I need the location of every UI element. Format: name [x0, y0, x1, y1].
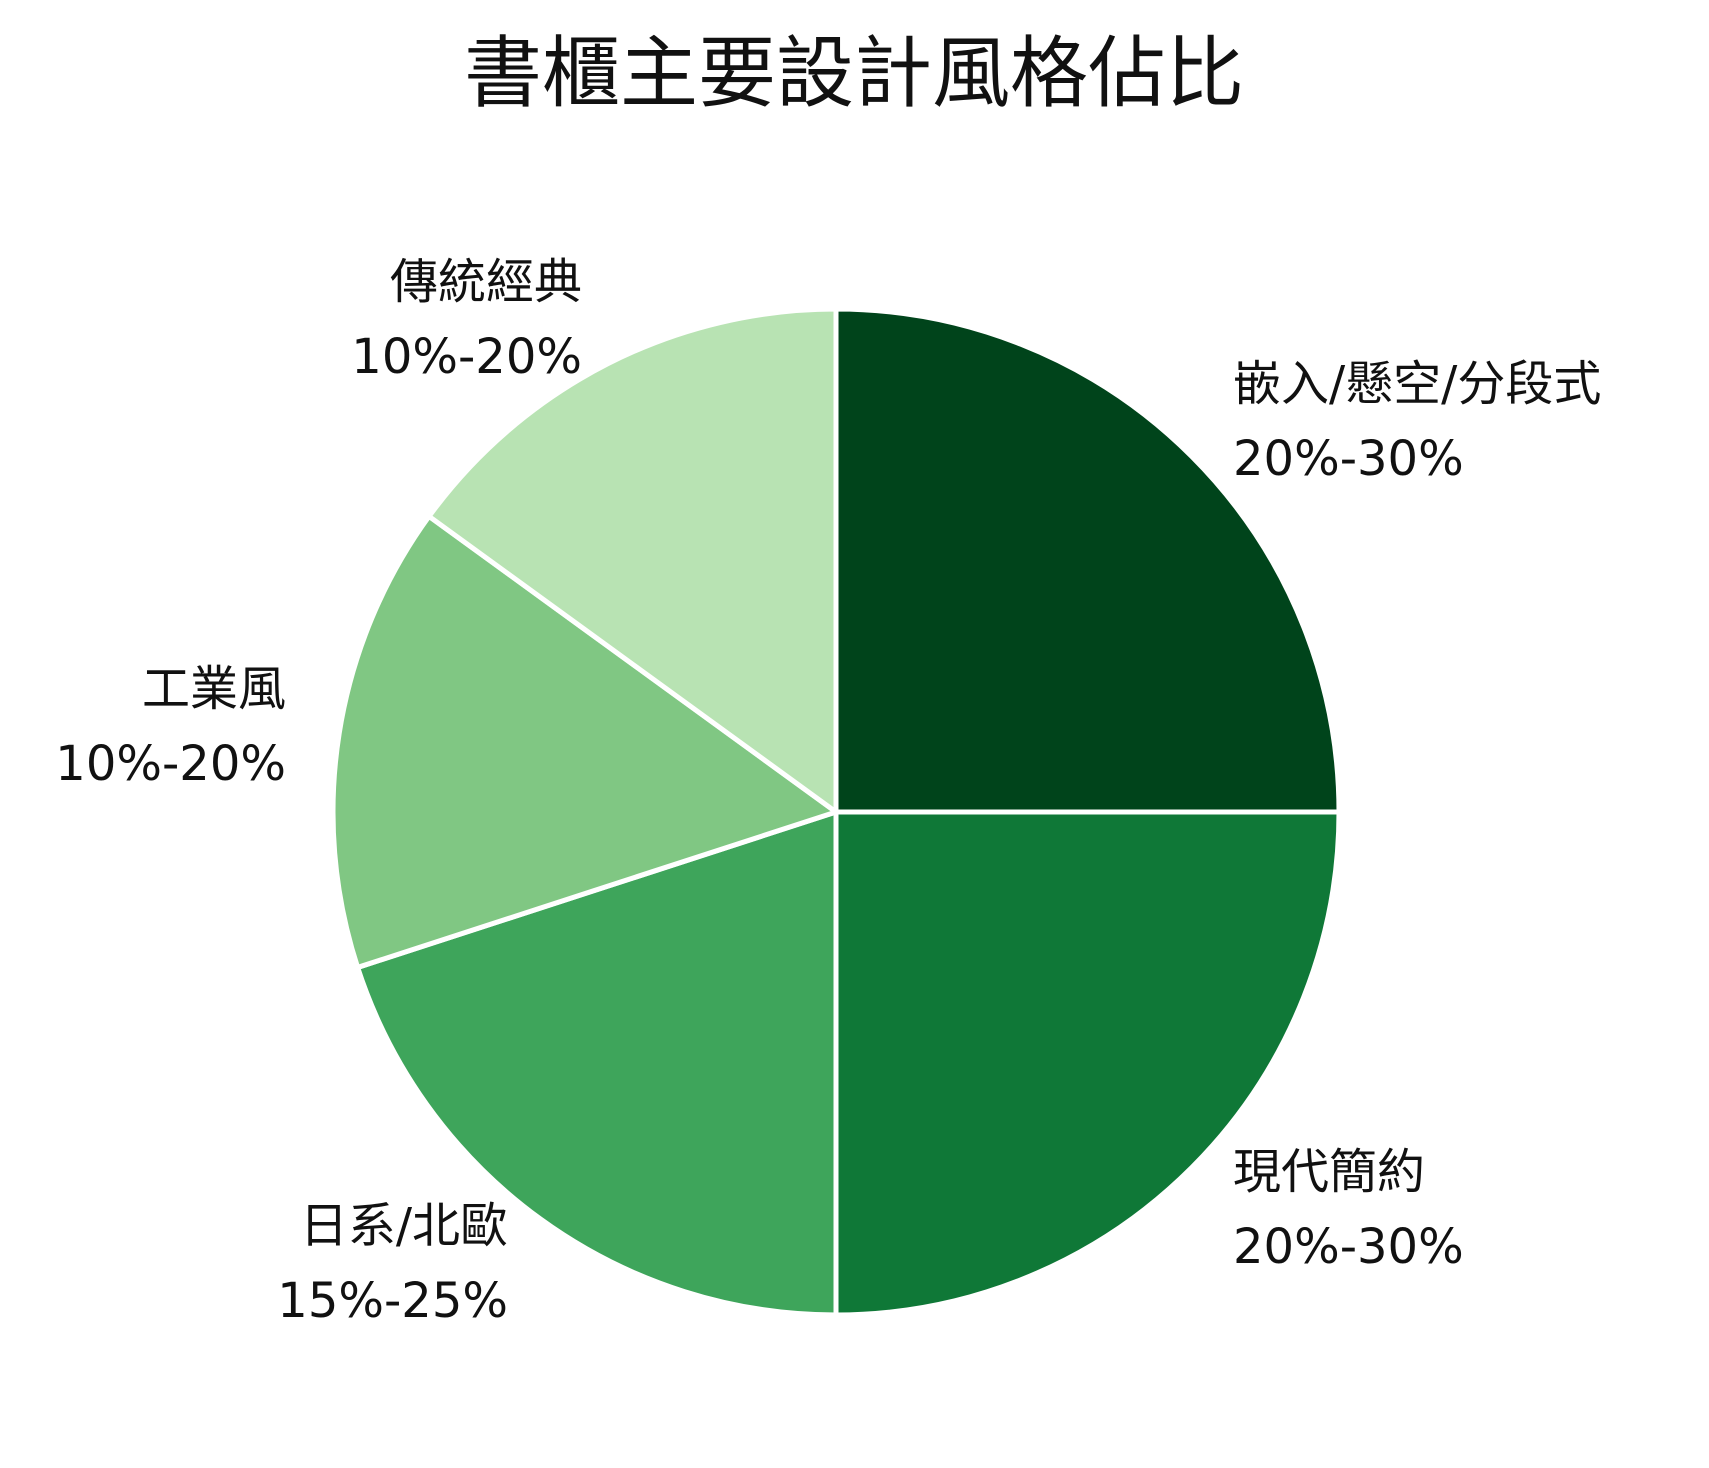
- pie-slice-3: [355, 809, 839, 1318]
- pie-slice-4: [330, 513, 839, 970]
- pie-slice-5: [426, 306, 839, 815]
- chart-title: 書櫃主要設計風格佔比: [464, 29, 1244, 119]
- pie-slices: [330, 306, 1342, 1318]
- slice-label-range-1: 20%-30%: [1233, 431, 1464, 487]
- slice-label-range-5: 10%-20%: [351, 329, 582, 385]
- pie-slice-2: [833, 809, 1342, 1318]
- slice-label-name-2: 現代簡約: [1233, 1144, 1425, 1200]
- slice-label-name-5: 傳統經典: [390, 254, 582, 310]
- slice-label-range-4: 10%-20%: [55, 736, 286, 792]
- slice-label-range-2: 20%-30%: [1233, 1219, 1464, 1275]
- slice-label-range-3: 15%-25%: [277, 1273, 508, 1329]
- pie-slice-1: [833, 306, 1342, 815]
- slice-label-name-4: 工業風: [142, 661, 286, 717]
- slice-label-name-1: 嵌入/懸空/分段式: [1233, 356, 1601, 412]
- slice-label-name-3: 日系/北歐: [300, 1198, 508, 1254]
- pie-labels: 嵌入/懸空/分段式 20%-30% 現代簡約 20%-30% 日系/北歐 15%-25% 工…: [55, 254, 1601, 1329]
